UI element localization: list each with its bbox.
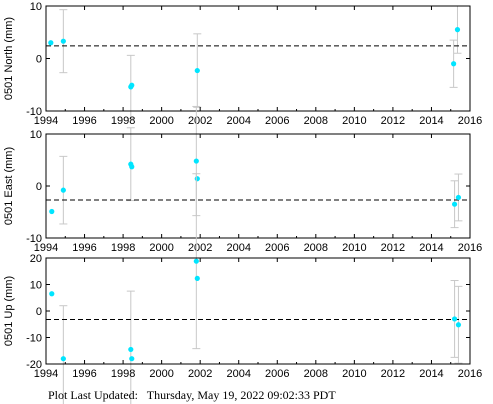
data-point xyxy=(451,201,458,207)
x-tick-label: 2006 xyxy=(265,115,289,127)
x-tick-label: 2000 xyxy=(149,242,173,254)
y-tick-label: 0 xyxy=(36,54,42,66)
data-point xyxy=(451,316,458,322)
x-tick-label: 2016 xyxy=(458,242,482,254)
x-tick-label: 2016 xyxy=(458,115,482,127)
y-tick-label: -10 xyxy=(26,106,42,118)
panel-3: 1994 1996 1998 2000 2002 2004 2006 2008 2010 2012… xyxy=(3,173,482,404)
y-tick-label: 20 xyxy=(30,253,42,265)
y-tick-label: 0 xyxy=(36,181,42,193)
data-point xyxy=(48,40,54,46)
data-point xyxy=(451,61,457,67)
y-tick-label: 10 xyxy=(30,280,42,292)
data-point xyxy=(454,27,461,33)
x-tick-label: 2010 xyxy=(342,242,366,254)
x-tick-label: 1996 xyxy=(72,242,96,254)
x-tick-label: 2014 xyxy=(419,242,443,254)
x-tick-label: 2008 xyxy=(304,242,328,254)
y-axis-label: 0501 Up (mm) xyxy=(3,276,15,346)
x-tick-label: 2000 xyxy=(149,115,173,127)
data-point xyxy=(194,176,200,182)
x-tick-label: 2002 xyxy=(188,115,212,127)
x-tick-label: 2004 xyxy=(226,115,250,127)
x-tick-label: 2016 xyxy=(458,368,482,380)
data-point xyxy=(129,82,135,88)
x-tick-label: 2002 xyxy=(188,242,212,254)
x-tick-label: 1998 xyxy=(111,242,135,254)
plot-frame xyxy=(45,5,471,112)
x-tick-label: 2004 xyxy=(226,368,250,380)
footer-label: Plot Last Updated: xyxy=(48,388,138,402)
data-point xyxy=(49,208,55,215)
x-tick-label: 2012 xyxy=(381,368,405,380)
x-tick-label: 1998 xyxy=(111,115,135,127)
data-point xyxy=(455,194,462,201)
data-point xyxy=(129,164,135,170)
y-axis-label: 0501 East (mm) xyxy=(3,147,15,225)
x-tick-label: 1996 xyxy=(72,115,96,127)
data-point xyxy=(193,258,199,264)
x-tick-label: 2006 xyxy=(265,368,289,380)
y-tick-label: 10 xyxy=(30,1,42,13)
plot-last-updated: Plot Last Updated: Thursday, May 19, 202… xyxy=(48,388,336,403)
plot-frame xyxy=(45,257,471,365)
y-tick-label: 10 xyxy=(30,129,42,141)
data-point xyxy=(49,291,55,297)
x-tick-label: 2006 xyxy=(265,242,289,254)
y-tick-label: 0 xyxy=(36,306,42,318)
data-point xyxy=(60,38,66,44)
x-tick-label: 2014 xyxy=(419,115,443,127)
data-point xyxy=(455,322,462,328)
data-point xyxy=(128,346,134,353)
data-point xyxy=(194,67,200,74)
panel-1: 1994 1996 1998 2000 2002 2004 2006 2008 2010 2012… xyxy=(3,1,482,127)
x-tick-label: 2002 xyxy=(188,368,212,380)
data-point xyxy=(60,356,66,362)
x-tick-label: 2008 xyxy=(304,368,328,380)
y-tick-label: -20 xyxy=(26,359,42,371)
x-tick-label: 2010 xyxy=(342,368,366,380)
data-point xyxy=(193,158,199,164)
y-tick-label: -10 xyxy=(26,233,42,245)
x-tick-label: 2012 xyxy=(381,242,405,254)
plot-frame xyxy=(45,133,471,239)
x-tick-label: 2004 xyxy=(226,242,250,254)
data-point xyxy=(60,187,66,193)
x-tick-label: 2008 xyxy=(304,115,328,127)
y-axis-label: 0501 North (mm) xyxy=(3,17,15,100)
x-tick-label: 1998 xyxy=(111,368,135,380)
data-point xyxy=(129,356,135,362)
x-tick-label: 2014 xyxy=(419,368,443,380)
x-tick-label: 2000 xyxy=(149,368,173,380)
footer-timestamp: Thursday, May 19, 2022 09:02:33 PDT xyxy=(146,388,336,402)
data-point xyxy=(194,275,200,282)
x-tick-label: 1996 xyxy=(72,368,96,380)
x-tick-label: 1994 xyxy=(34,115,58,127)
x-tick-label: 1994 xyxy=(34,242,58,254)
x-tick-label: 1994 xyxy=(34,368,58,380)
x-tick-label: 2012 xyxy=(381,115,405,127)
x-tick-label: 2010 xyxy=(342,115,366,127)
y-tick-label: -10 xyxy=(26,333,42,345)
panel-2: 1994 1996 1998 2000 2002 2004 2006 2008 2010 2012… xyxy=(3,105,482,254)
